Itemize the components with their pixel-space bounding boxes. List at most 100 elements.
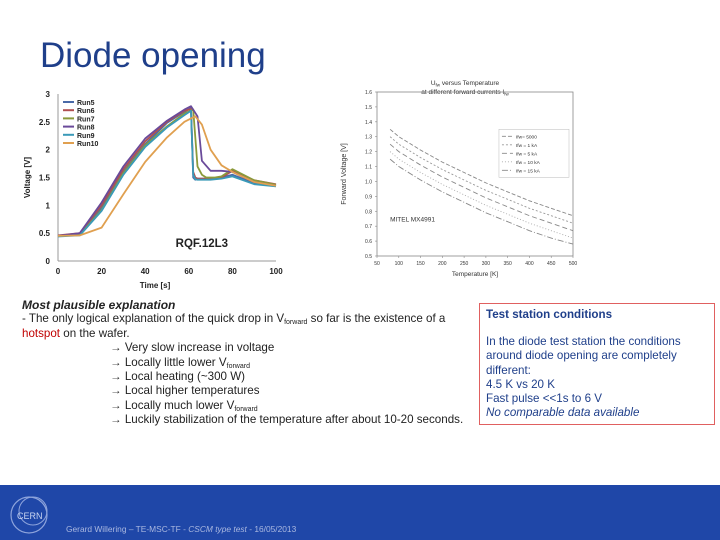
legend-label: Run7 [77, 116, 95, 123]
y-tick-label: 1.2 [365, 150, 372, 156]
footer-topic: CSCM type test [188, 524, 247, 534]
explanation-line1-a: - The only logical explanation of the qu… [22, 312, 285, 326]
x-tick-label: 50 [374, 261, 380, 267]
bullet-text: → Local higher temperatures [110, 384, 260, 398]
test-station-line: around diode opening are completely [486, 349, 677, 363]
y-tick-label: 1.0 [365, 179, 372, 185]
x-tick-label: 100 [395, 261, 404, 267]
x-axis-label: Time [s] [140, 281, 171, 290]
x-tick-label: 40 [141, 267, 150, 276]
explanation-heading: Most plausible explanation [22, 298, 176, 312]
plot-frame [376, 91, 574, 257]
bullet-item: → Local heating (~300 W) [22, 370, 468, 384]
legend-label: Ifw = 15 kA [516, 168, 541, 174]
bullet-item: → Very slow increase in voltage [22, 341, 468, 355]
x-tick-label: 200 [438, 261, 447, 267]
voltage-time-chart: 0 0.5 1 1.5 2 2.5 3 0 20 40 60 80 100 Time [s] Voltage… [23, 90, 283, 290]
x-tick-label: 20 [97, 267, 106, 276]
footer-date: - 16/05/2013 [246, 524, 297, 534]
explanation-line1: - The only logical explanation of the qu… [22, 312, 468, 326]
footer-bar [0, 485, 720, 540]
bullet-item: → Locally much lower Vforward [22, 399, 468, 413]
x-tick-label: 450 [547, 261, 556, 267]
x-tick-label: 250 [460, 261, 469, 267]
x-tick-label: 100 [269, 267, 283, 276]
series-line [57, 115, 277, 237]
chart-title: Ufw versus Temperature [431, 80, 500, 88]
hotspot-text: hotspot [22, 326, 61, 340]
legend-label: Ifw= 5000 [516, 134, 537, 140]
legend-label: Run8 [77, 125, 95, 132]
bullet-text: → Locally little lower V [110, 355, 227, 369]
x-tick-label: 400 [525, 261, 534, 267]
y-axis-label: Voltage [V] [23, 157, 32, 199]
y-tick-label: 1.5 [39, 174, 51, 183]
legend-label: Ifw = 5 kA [516, 151, 538, 157]
series-line [57, 105, 277, 237]
x-tick-label: 80 [228, 267, 237, 276]
test-station-line: Fast pulse <<1s to 6 V [486, 392, 603, 406]
bullet-text: → Very slow increase in voltage [110, 341, 275, 355]
y-axis-label: Forward Voltage [V] [341, 143, 348, 205]
y-tick-label: 0.5 [39, 229, 51, 238]
x-tick-label: 500 [569, 261, 577, 267]
explanation-line1-b: so far is the existence of a [307, 312, 446, 326]
x-tick-label: 60 [184, 267, 193, 276]
bullet-sub: forward [226, 362, 250, 370]
cern-logo-text: CERN [17, 511, 43, 521]
bullet-text: → Locally much lower V [110, 398, 235, 412]
y-tick-label: 3 [46, 90, 51, 99]
explanation-line1-sub: forward [284, 319, 308, 327]
chart-title-line2: at different forward currents Ifw [421, 89, 509, 97]
test-station-box: Test station conditions In the diode tes… [479, 303, 715, 425]
y-tick-label: 2.5 [39, 118, 51, 127]
legend-label: Run5 [77, 100, 95, 107]
y-tick-label: 0 [46, 257, 51, 266]
series-line [57, 109, 277, 238]
y-tick-label: 2 [46, 146, 51, 155]
y-tick-label: 0.8 [365, 209, 372, 215]
series-line [389, 128, 574, 217]
series-line [389, 151, 574, 239]
legend-label: Run6 [77, 108, 95, 115]
explanation-block: Most plausible explanation - The only lo… [22, 298, 468, 428]
y-tick-label: 0.9 [365, 194, 372, 200]
y-tick-label: 0.7 [365, 224, 372, 230]
legend-label: Run9 [77, 133, 95, 140]
chart-annotation: RQF.12L3 [176, 238, 228, 250]
bullet-item: → Locally little lower Vforward [22, 356, 468, 370]
cern-logo: CERN [10, 496, 48, 534]
footer-text: Gerard Willering – TE-MSC-TF - CSCM type… [66, 524, 296, 534]
x-tick-label: 350 [503, 261, 512, 267]
footer-author: Gerard Willering – TE-MSC-TF - [66, 524, 189, 534]
test-station-heading: Test station conditions [486, 308, 613, 321]
series-line [389, 143, 574, 232]
x-tick-label: 0 [56, 267, 61, 276]
chart-annotation: MITEL MX4991 [390, 217, 435, 224]
x-tick-label: 300 [482, 261, 491, 267]
y-tick-label: 1 [46, 201, 51, 210]
y-tick-label: 1.4 [365, 120, 372, 126]
test-station-italic-line: No comparable data available [486, 406, 640, 420]
test-station-line: different: [486, 363, 531, 377]
x-tick-label: 150 [416, 261, 425, 267]
bullet-sub: forward [234, 405, 258, 413]
y-tick-label: 0.5 [365, 254, 372, 260]
y-tick-label: 1.1 [365, 165, 372, 171]
bullet-text: → Luckily stabilization of the temperatu… [110, 413, 464, 427]
legend-label: Ifw = 10 kA [516, 160, 541, 166]
series-line [389, 136, 574, 224]
legend-label: Run10 [77, 141, 99, 148]
bullet-item: → Local higher temperatures [22, 384, 468, 398]
legend-label: Ifw = 1 kA [516, 143, 538, 149]
test-station-line: 4.5 K vs 20 K [486, 377, 555, 391]
explanation-line2: hotspot on the wafer. [22, 327, 468, 341]
y-tick-label: 1.5 [365, 105, 372, 111]
y-tick-label: 0.6 [365, 239, 372, 245]
y-tick-label: 1.3 [365, 135, 372, 141]
test-station-line: In the diode test station the conditions [486, 335, 681, 349]
series-line [389, 158, 574, 245]
x-axis-label: Temperature [K] [452, 271, 498, 278]
bullet-item: → Luckily stabilization of the temperatu… [22, 413, 468, 427]
